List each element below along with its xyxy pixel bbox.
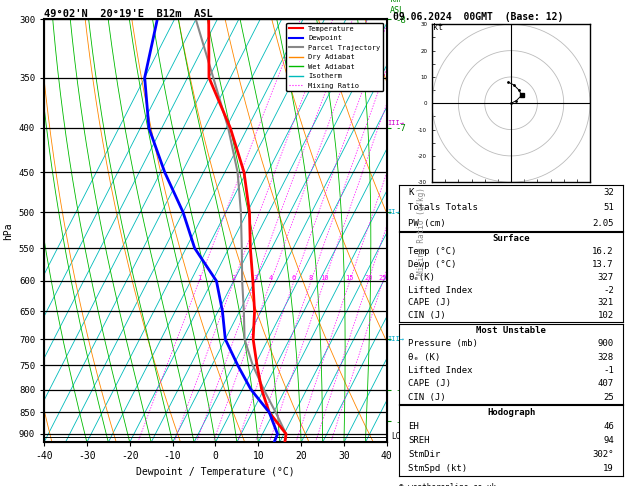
Text: EH: EH (408, 422, 419, 431)
Text: StmSpd (kt): StmSpd (kt) (408, 464, 467, 473)
Text: 321: 321 (598, 298, 614, 308)
Legend: Temperature, Dewpoint, Parcel Trajectory, Dry Adiabat, Wet Adiabat, Isotherm, Mi: Temperature, Dewpoint, Parcel Trajectory… (286, 23, 383, 91)
Text: Lifted Index: Lifted Index (408, 366, 473, 375)
Text: 4: 4 (269, 275, 273, 281)
Text: 407: 407 (598, 379, 614, 388)
Text: SREH: SREH (408, 436, 430, 445)
Text: Mixing Ratio (g/kg): Mixing Ratio (g/kg) (417, 187, 426, 275)
Text: θₑ (K): θₑ (K) (408, 352, 440, 362)
Text: 1: 1 (197, 275, 201, 281)
Text: Hodograph: Hodograph (487, 408, 535, 417)
Text: Pressure (mb): Pressure (mb) (408, 339, 478, 348)
X-axis label: Dewpoint / Temperature (°C): Dewpoint / Temperature (°C) (136, 467, 295, 477)
Text: 20: 20 (364, 275, 372, 281)
Text: LCL: LCL (391, 433, 405, 441)
Text: CAPE (J): CAPE (J) (408, 379, 452, 388)
Text: 900: 900 (598, 339, 614, 348)
Text: -2: -2 (603, 286, 614, 295)
Text: 8: 8 (309, 275, 313, 281)
Text: 94: 94 (603, 436, 614, 445)
Text: 49°02'N  20°19'E  B12m  ASL: 49°02'N 20°19'E B12m ASL (44, 9, 213, 18)
Text: StmDir: StmDir (408, 450, 440, 459)
Text: Most Unstable: Most Unstable (476, 326, 546, 335)
Text: © weatheronline.co.uk: © weatheronline.co.uk (399, 484, 496, 486)
Text: 51: 51 (603, 203, 614, 212)
Text: kt: kt (433, 22, 443, 32)
Text: 2.05: 2.05 (593, 219, 614, 227)
Text: 09.06.2024  00GMT  (Base: 12): 09.06.2024 00GMT (Base: 12) (393, 12, 564, 22)
Text: PW (cm): PW (cm) (408, 219, 446, 227)
Text: 19: 19 (603, 464, 614, 473)
Text: 15: 15 (345, 275, 354, 281)
Text: Dewp (°C): Dewp (°C) (408, 260, 457, 269)
Text: III→: III→ (387, 120, 404, 126)
Text: 6: 6 (292, 275, 296, 281)
Text: CIN (J): CIN (J) (408, 312, 446, 320)
Text: 46: 46 (603, 422, 614, 431)
Text: Temp (°C): Temp (°C) (408, 247, 457, 256)
Text: 25: 25 (603, 393, 614, 402)
Text: 2: 2 (231, 275, 236, 281)
Text: 16.2: 16.2 (593, 247, 614, 256)
Text: III→: III→ (387, 336, 404, 342)
Text: 328: 328 (598, 352, 614, 362)
Text: Lifted Index: Lifted Index (408, 286, 473, 295)
Text: 13.7: 13.7 (593, 260, 614, 269)
Text: 327: 327 (598, 273, 614, 282)
Text: 32: 32 (603, 188, 614, 197)
Text: 25: 25 (379, 275, 387, 281)
Text: CAPE (J): CAPE (J) (408, 298, 452, 308)
Text: 102: 102 (598, 312, 614, 320)
Y-axis label: hPa: hPa (3, 222, 13, 240)
Text: CIN (J): CIN (J) (408, 393, 446, 402)
Text: Surface: Surface (493, 234, 530, 243)
Text: K: K (408, 188, 414, 197)
Text: II→: II→ (387, 209, 400, 215)
Text: 302°: 302° (593, 450, 614, 459)
Text: -1: -1 (603, 366, 614, 375)
Text: 10: 10 (320, 275, 329, 281)
Text: Totals Totals: Totals Totals (408, 203, 478, 212)
Text: 3: 3 (253, 275, 257, 281)
Text: km
ASL: km ASL (390, 0, 405, 15)
Text: θₑ(K): θₑ(K) (408, 273, 435, 282)
